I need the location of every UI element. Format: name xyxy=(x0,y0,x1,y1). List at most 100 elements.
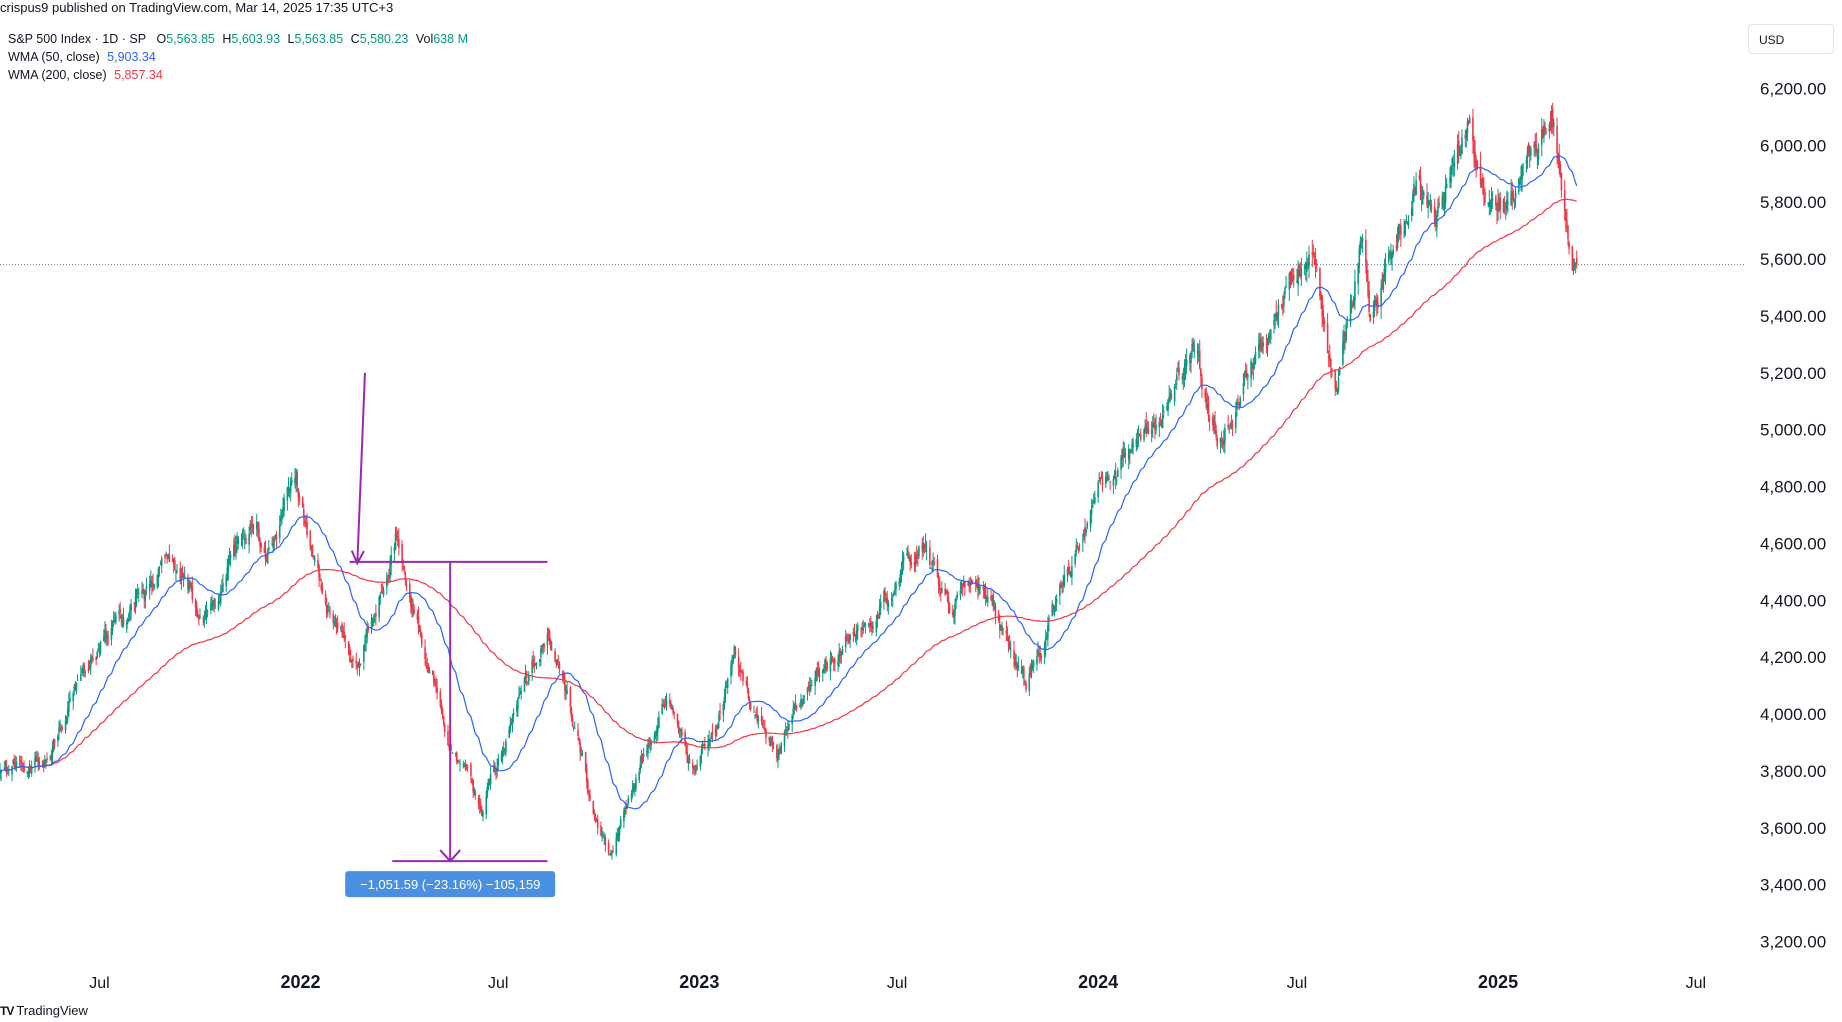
candle-up xyxy=(199,608,201,620)
candle-down xyxy=(1400,218,1402,247)
candle-up xyxy=(815,667,818,683)
candle-up xyxy=(1449,167,1451,189)
candle-up xyxy=(646,744,648,757)
candle-down xyxy=(436,678,438,700)
candle-body xyxy=(1031,665,1034,669)
ohlc-legend-row[interactable]: S&P 500 Index · 1D · SP O5,563.85 H5,603… xyxy=(8,30,472,48)
candle-down xyxy=(417,606,420,635)
time-axis[interactable]: Jul 2022 Jul 2023 Jul 2024 Jul 2025 Jul xyxy=(89,972,1706,992)
candle-body xyxy=(287,487,290,491)
candle-up xyxy=(1091,499,1094,509)
wma200-legend-row[interactable]: WMA (200, close) 5,857.34 xyxy=(8,66,472,84)
candle-up xyxy=(1521,163,1523,192)
candle-body xyxy=(226,567,229,581)
candle-body xyxy=(191,586,194,600)
candle-body xyxy=(878,606,881,618)
candle-up xyxy=(127,617,129,625)
candle-body xyxy=(1161,415,1164,429)
candle-down xyxy=(1084,518,1086,544)
candle-up xyxy=(900,561,903,583)
candle-up xyxy=(793,703,796,715)
annotation-arrow-head[interactable] xyxy=(350,550,365,566)
candle-body xyxy=(34,758,36,766)
candle-down xyxy=(1511,181,1514,210)
candle-down xyxy=(60,723,62,734)
drawing-annotations[interactable] xyxy=(349,372,548,863)
candle-body xyxy=(1307,262,1309,265)
open-label: O xyxy=(156,32,167,46)
candle-body xyxy=(1396,235,1399,249)
candle-body xyxy=(349,658,352,663)
candle-body xyxy=(267,547,270,551)
candle-body xyxy=(772,743,775,745)
candle-body xyxy=(806,688,809,694)
candle-body xyxy=(1071,566,1073,577)
candle-down xyxy=(760,706,763,726)
candle-up xyxy=(1143,427,1145,443)
candle-body xyxy=(243,539,246,541)
candle-up xyxy=(328,601,330,613)
candle-body xyxy=(693,766,695,770)
tradingview-brand[interactable]: TV TradingView xyxy=(0,1003,88,1018)
candle-body xyxy=(570,708,573,719)
candle-body xyxy=(868,623,871,627)
candle-up xyxy=(327,604,329,618)
candle-body xyxy=(68,701,70,712)
candle-up xyxy=(1441,191,1444,210)
candle-body xyxy=(755,711,757,713)
candle-up xyxy=(1169,387,1172,403)
candle-up xyxy=(639,755,642,774)
candle-body xyxy=(883,590,885,602)
candle-body xyxy=(373,615,376,617)
candle-body xyxy=(393,546,396,554)
candle-body xyxy=(394,534,397,550)
candle-body xyxy=(1104,476,1107,484)
candle-body xyxy=(1200,368,1202,377)
candle-up xyxy=(630,789,633,803)
candle-down xyxy=(343,622,345,642)
candle-body xyxy=(584,752,587,771)
candle-body xyxy=(1319,268,1321,296)
candle-up xyxy=(1112,475,1115,495)
candle-body xyxy=(946,590,949,595)
candle-up xyxy=(1436,210,1438,238)
candle-body xyxy=(145,586,148,589)
candle-body xyxy=(1145,423,1148,431)
candle-body xyxy=(800,699,802,707)
candle-up xyxy=(489,766,492,790)
candle-up xyxy=(955,595,957,610)
candle-up xyxy=(791,714,793,732)
candle-down xyxy=(311,544,314,558)
candle-up xyxy=(205,601,208,624)
candle-up xyxy=(34,751,36,773)
price-axis[interactable]: 3,200.003,400.003,600.003,800.004,000.00… xyxy=(1760,79,1826,951)
candle-up xyxy=(280,508,282,527)
candle-body xyxy=(73,685,76,691)
candle-body xyxy=(1267,334,1270,345)
candle-up xyxy=(1288,271,1291,302)
candle-up xyxy=(855,623,858,646)
candle-up xyxy=(710,731,713,740)
candle-up xyxy=(1337,369,1340,394)
wma50-legend-row[interactable]: WMA (50, close) 5,903.34 xyxy=(8,48,472,66)
candle-body xyxy=(1357,263,1359,285)
annotation-arrow-shaft[interactable] xyxy=(356,372,366,564)
candle-up xyxy=(80,665,82,682)
candle-down xyxy=(435,676,437,693)
candle-down xyxy=(1201,373,1203,399)
candle-down xyxy=(381,583,384,595)
candle-down xyxy=(234,534,236,557)
candle-up xyxy=(294,468,296,489)
candle-up xyxy=(1132,437,1134,455)
currency-button[interactable]: USD xyxy=(1748,24,1834,54)
candle-body xyxy=(358,662,361,669)
candle-up xyxy=(970,578,973,586)
candle-body xyxy=(1300,268,1303,276)
candle-body xyxy=(1115,479,1118,481)
candle-up xyxy=(602,831,604,838)
candle-body xyxy=(233,544,235,557)
candle-body xyxy=(580,752,583,756)
candle-down xyxy=(344,634,347,649)
candle-body xyxy=(618,827,621,836)
